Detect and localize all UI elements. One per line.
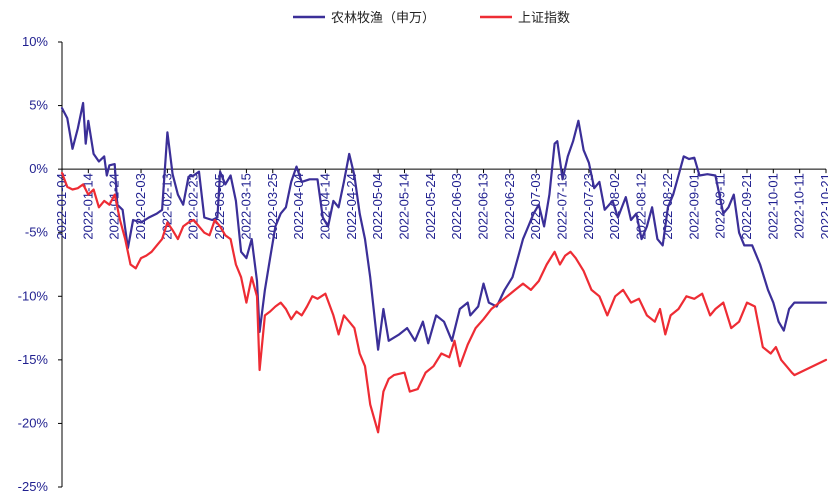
series-line-1 bbox=[60, 101, 828, 351]
series-line-2 bbox=[60, 171, 828, 434]
x-tick-label: 2022-03-15 bbox=[238, 173, 253, 240]
x-tick-label: 2022-01-14 bbox=[80, 173, 95, 240]
y-tick-label: -20% bbox=[18, 415, 49, 430]
x-tick-label: 2022-06-03 bbox=[449, 173, 464, 240]
x-tick-label: 2022-01-04 bbox=[54, 173, 69, 240]
x-tick-label: 2022-05-24 bbox=[423, 173, 438, 240]
x-tick-label: 2022-03-25 bbox=[265, 173, 280, 240]
x-tick-label: 2022-10-01 bbox=[765, 173, 780, 240]
y-tick-label: -15% bbox=[18, 352, 49, 367]
legend: 农林牧渔（申万） 上证指数 bbox=[293, 11, 570, 26]
x-tick-label: 2022-04-04 bbox=[291, 173, 306, 240]
x-tick-label: 2022-04-24 bbox=[344, 173, 359, 240]
x-tick-label: 2022-06-23 bbox=[502, 173, 517, 240]
x-tick-label: 2022-04-14 bbox=[317, 173, 332, 240]
y-axis: 10% 5% 0% -5% -10% -15% -20% -25% bbox=[18, 34, 63, 494]
x-tick-label: 2022-09-01 bbox=[686, 173, 701, 240]
x-axis: 2022-01-04 2022-01-14 2022-01-24 2022-02-03… bbox=[54, 168, 828, 240]
x-tick-label: 2022-05-14 bbox=[396, 173, 411, 240]
x-tick-label: 2022-09-11 bbox=[713, 173, 728, 239]
y-tick-label: -25% bbox=[18, 479, 49, 494]
x-tick-label: 2022-06-13 bbox=[476, 173, 491, 240]
series-lines bbox=[60, 101, 828, 434]
y-tick-label: 10% bbox=[22, 34, 48, 49]
y-tick-label: 0% bbox=[29, 161, 48, 176]
x-tick-label: 2022-07-13 bbox=[555, 173, 570, 240]
x-tick-label: 2022-10-21 bbox=[818, 173, 828, 240]
y-tick-label: -10% bbox=[18, 288, 49, 303]
x-tick-label: 2022-03-05 bbox=[212, 173, 227, 240]
x-tick-label: 2022-09-21 bbox=[739, 173, 754, 240]
legend-label-series-1: 农林牧渔（申万） bbox=[331, 11, 435, 26]
x-tick-label: 2022-02-03 bbox=[133, 173, 148, 240]
x-tick-label: 2022-07-03 bbox=[528, 173, 543, 240]
x-tick-label: 2022-01-24 bbox=[107, 173, 122, 240]
legend-label-series-2: 上证指数 bbox=[518, 11, 570, 26]
y-tick-label: 5% bbox=[29, 98, 48, 113]
y-tick-label: -5% bbox=[25, 225, 49, 240]
x-tick-label: 2022-10-11 bbox=[792, 173, 807, 239]
x-tick-label: 2022-05-04 bbox=[370, 173, 385, 240]
x-tick-label: 2022-07-23 bbox=[581, 173, 596, 240]
